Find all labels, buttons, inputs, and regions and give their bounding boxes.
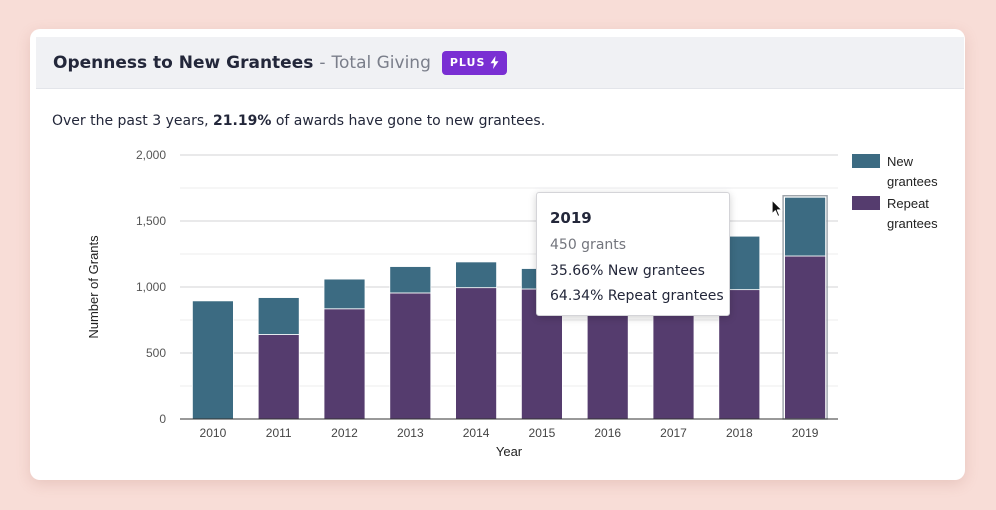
y-axis-title: Number of Grants [86,235,101,339]
summary-percent: 21.19% [213,113,272,129]
summary-prefix: Over the past 3 years, [52,113,209,129]
plus-badge[interactable]: PLUS [441,50,508,75]
bar-repeat-2014 [455,287,498,420]
legend-swatch [852,154,880,168]
bar-repeat-2012 [323,308,366,420]
tooltip-grants: 450 grants [550,237,627,253]
tooltip-repeat-grantees: 64.34% Repeat grantees [550,288,724,304]
lightning-icon [490,56,499,69]
x-tick-label: 2016 [594,426,621,440]
x-tick-label: 2011 [266,426,292,440]
bar-new-2014 [455,261,498,289]
legend-label: grantees [887,174,938,189]
legend-swatch [852,196,880,210]
bar-repeat-2016 [586,307,629,420]
card-title: Openness to New Grantees [53,52,314,73]
bar-repeat-2019 [784,255,826,420]
chart-tooltip: 2019 450 grants 35.66% New grantees 64.3… [536,192,730,316]
x-tick-label: 2018 [726,426,753,440]
y-tick-label: 2,000 [136,148,166,162]
bar-new-2011 [257,297,300,335]
card-header: Openness to New Grantees - Total Giving … [36,37,964,89]
x-tick-label: 2012 [331,426,358,440]
bar-repeat-2011 [257,334,300,420]
summary-suffix: of awards have gone to new grantees. [275,113,546,129]
bar-repeat-2013 [389,292,432,420]
title-separator: - [319,52,326,73]
x-tick-label: 2015 [529,426,556,440]
tooltip-year: 2019 [550,209,592,227]
x-tick-label: 2013 [397,426,424,440]
legend-label: Repeat [887,196,929,211]
bar-new-2010 [191,300,234,420]
y-tick-label: 0 [159,412,166,426]
mouse-cursor-icon [771,199,783,218]
bar-new-2013 [389,266,432,294]
x-tick-label: 2017 [660,426,687,440]
x-tick-label: 2010 [200,426,227,440]
y-tick-label: 500 [146,346,166,360]
x-tick-label: 2014 [463,426,490,440]
card-subtitle: Total Giving [331,52,431,73]
y-tick-label: 1,500 [136,214,166,228]
bar-new-2019 [784,196,826,257]
y-tick-label: 1,000 [136,280,166,294]
legend-label: grantees [887,216,938,231]
plus-badge-label: PLUS [449,56,486,69]
tooltip-new-grantees: 35.66% New grantees [550,263,705,279]
bar-new-2012 [323,278,366,310]
x-tick-label: 2019 [792,426,819,440]
summary-text: Over the past 3 years, 21.19% of awards … [52,113,545,129]
x-axis-title: Year [496,444,523,459]
legend-label: New [887,154,914,169]
